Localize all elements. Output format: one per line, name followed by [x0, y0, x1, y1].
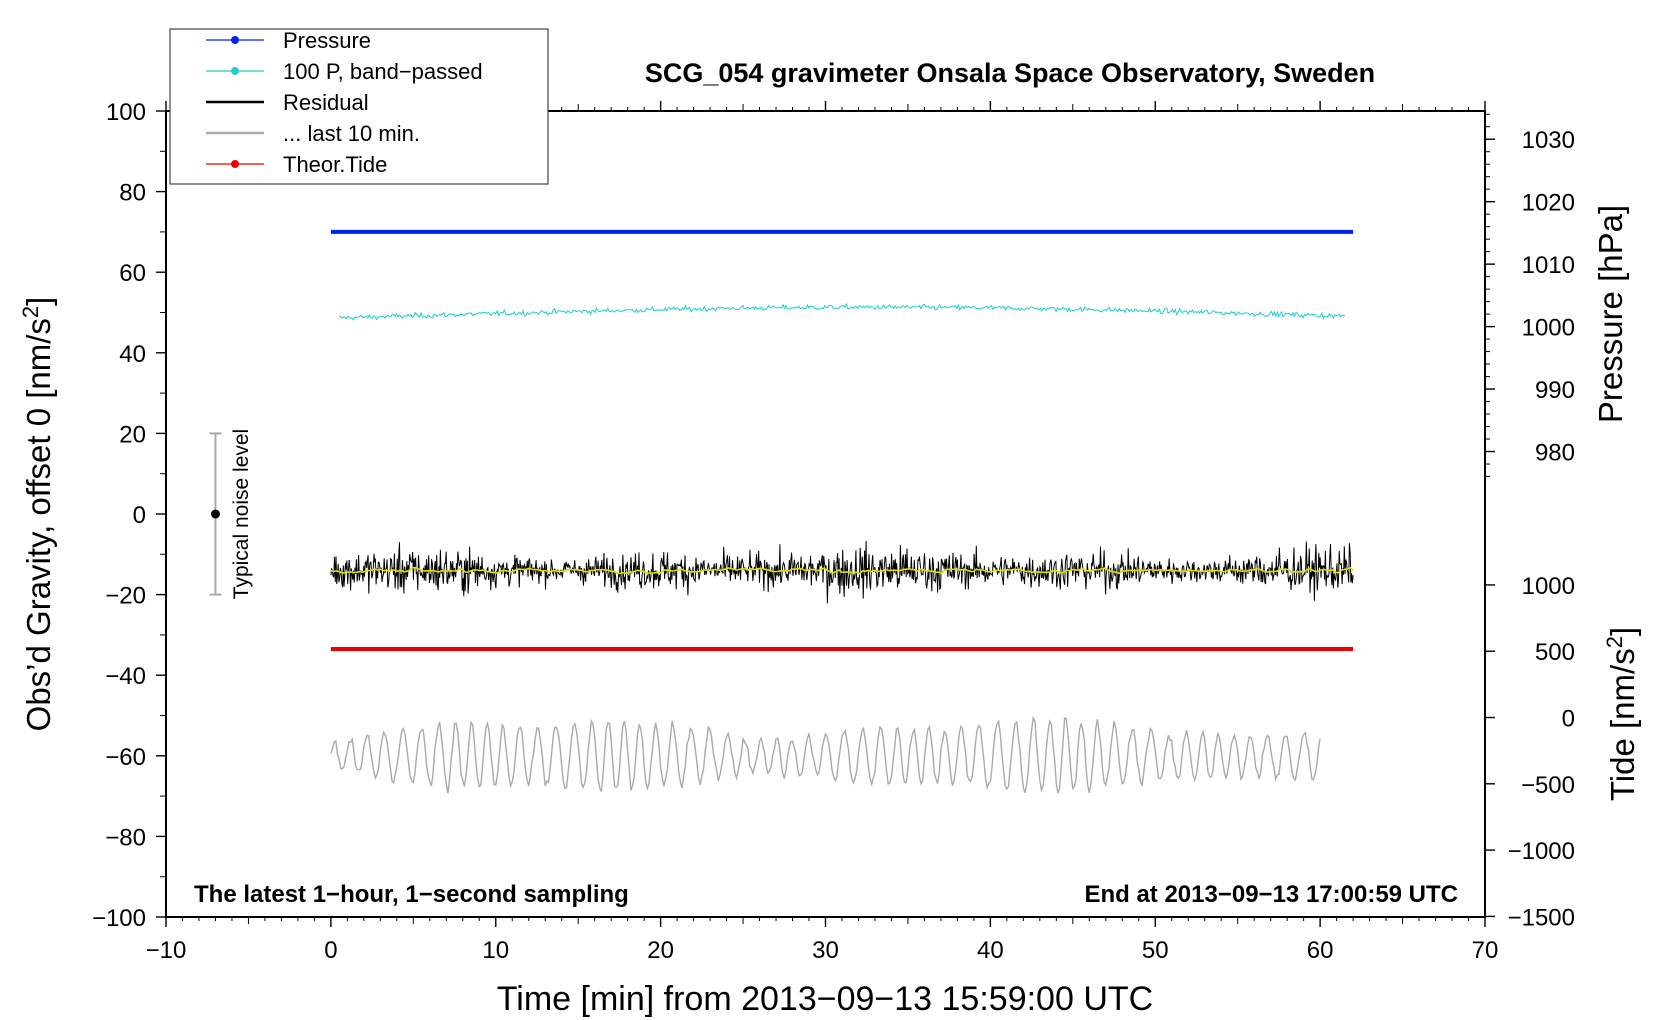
noise-bar-label: Typical noise level — [230, 429, 253, 599]
y-tick-label: 100 — [106, 99, 146, 126]
y-tick-label: 20 — [119, 421, 146, 448]
tide-tick-label: −1000 — [1508, 838, 1575, 865]
y-tick-label: 60 — [119, 260, 146, 287]
legend-items: Pressure 100 P, band−passed Residual ... la… — [206, 28, 483, 177]
legend-label: Theor.Tide — [283, 152, 387, 177]
series-layer — [209, 229, 1354, 794]
y-tick-label: −40 — [105, 663, 146, 690]
y-tick-label: 40 — [119, 341, 146, 368]
pressure-tick-label: 1020 — [1522, 190, 1575, 217]
series-residual-smoothed — [330, 566, 1354, 575]
legend-swatch-dot — [231, 67, 239, 75]
y-axis-label-left: Obs’d Gravity, offset 0 [nm/s2] — [18, 297, 57, 732]
x-tick-label: 20 — [647, 937, 674, 964]
y-tick-label: −20 — [105, 583, 146, 610]
legend-label: ... last 10 min. — [283, 121, 420, 146]
y-tick-label: 0 — [133, 502, 146, 529]
y-tick-label: −60 — [105, 744, 146, 771]
pressure-tick-label: 980 — [1535, 440, 1575, 467]
pressure-tick-label: 1030 — [1522, 127, 1575, 154]
x-tick-label: 60 — [1307, 937, 1334, 964]
tide-tick-label: −500 — [1521, 772, 1575, 799]
annotation-left: The latest 1−hour, 1−second sampling — [194, 881, 629, 908]
pressure-tick-label: 1010 — [1522, 252, 1575, 279]
y-tick-label: −100 — [92, 905, 146, 932]
x-tick-label: 40 — [977, 937, 1004, 964]
tide-axis-label-sup: 2 — [1602, 636, 1627, 648]
x-axis-label: Time [min] from 2013−09−13 15:59:00 UTC — [497, 980, 1153, 1018]
tide-tick-label: 500 — [1535, 639, 1575, 666]
legend-label: 100 P, band−passed — [283, 59, 483, 84]
y-axis-label-left-end: ] — [20, 297, 57, 306]
pressure-axis-label: Pressure [hPa] — [1592, 205, 1629, 423]
x-tick-label: −10 — [146, 937, 187, 964]
pressure-tick-label: 990 — [1535, 377, 1575, 404]
tide-tick-label: 1000 — [1522, 573, 1575, 600]
legend: Pressure 100 P, band−passed Residual ... la… — [169, 28, 549, 185]
y-axis-label-left-sup: 2 — [18, 306, 43, 318]
legend-label: Residual — [283, 90, 369, 115]
tide-tick-label: 0 — [1562, 706, 1575, 733]
x-tick-label: 50 — [1142, 937, 1169, 964]
chart-title: SCG_054 gravimeter Onsala Space Observat… — [645, 58, 1375, 88]
legend-swatch-dot — [231, 160, 239, 168]
annotation-right: End at 2013−09−13 17:00:59 UTC — [1084, 881, 1458, 908]
legend-label: Pressure — [283, 28, 371, 53]
axis-ticks: −10 0 10 20 30 40 50 60 70100806040200−20−40−60−… — [92, 99, 1575, 964]
legend-swatch-dot — [231, 36, 239, 44]
tide-axis-label-text: Tide [nm/s — [1604, 648, 1641, 801]
tide-axis-label: Tide [nm/s2] — [1602, 627, 1641, 801]
noise-bar-dot — [210, 509, 220, 519]
x-tick-label: 10 — [482, 937, 509, 964]
legend-box — [169, 28, 549, 185]
tide-tick-label: −1500 — [1508, 904, 1575, 931]
x-tick-label: 30 — [812, 937, 839, 964]
tide-axis-label-end: ] — [1604, 627, 1641, 636]
series-residual — [330, 540, 1354, 604]
x-tick-label: 0 — [324, 937, 337, 964]
series-band-passed — [338, 302, 1346, 321]
series-last-10-min — [330, 715, 1321, 794]
pressure-tick-label: 1000 — [1522, 315, 1575, 342]
x-tick-label: 70 — [1472, 937, 1499, 964]
y-axis-label-left-text: Obs’d Gravity, offset 0 [nm/s — [20, 318, 57, 731]
y-tick-label: −80 — [105, 824, 146, 851]
y-tick-label: 80 — [119, 180, 146, 207]
